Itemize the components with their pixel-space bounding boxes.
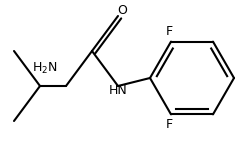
Text: O: O — [117, 4, 127, 16]
Text: HN: HN — [109, 84, 127, 97]
Text: F: F — [166, 25, 172, 38]
Text: F: F — [166, 118, 172, 131]
Text: H$_2$N: H$_2$N — [32, 60, 58, 75]
